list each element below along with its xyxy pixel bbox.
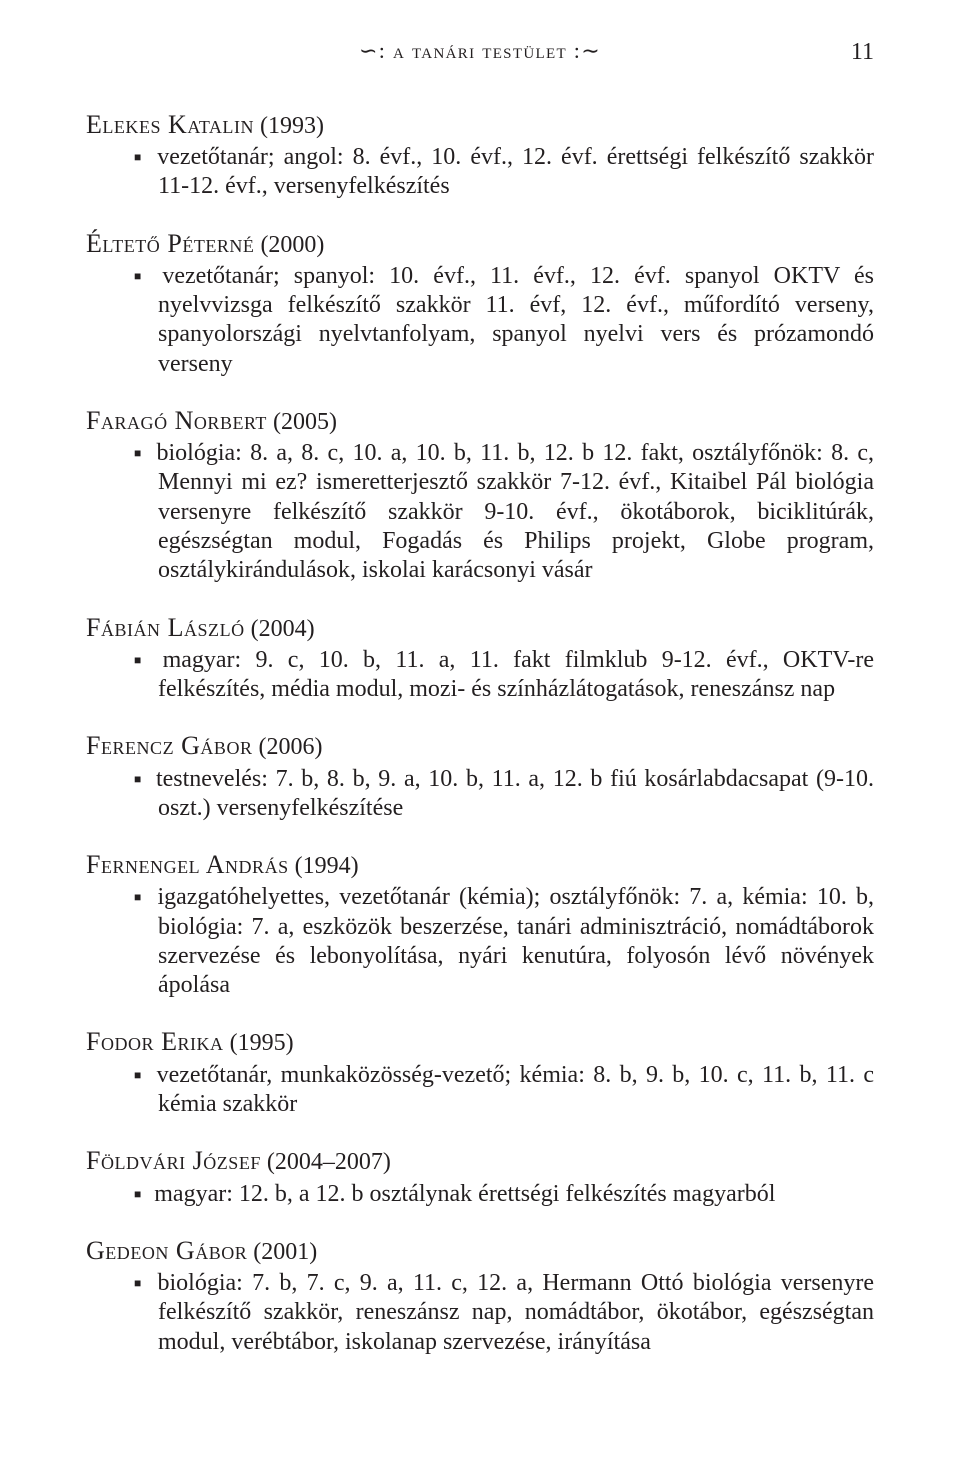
entry-name: Faragó Norbert	[86, 406, 267, 435]
entries-container: Elekes Katalin (1993)vezetőtanár; angol:…	[86, 109, 874, 1357]
entry-name: Elekes Katalin	[86, 110, 254, 139]
entry-heading: Fábián László (2004)	[86, 612, 874, 644]
entry-name: Éltető Péterné	[86, 229, 254, 258]
entry-items: vezetőtanár, munkaközösség-vezető; kémia…	[86, 1061, 874, 1120]
entry-heading: Éltető Péterné (2000)	[86, 228, 874, 260]
entry-year: (2000)	[260, 232, 324, 258]
entry: Éltető Péterné (2000)vezetőtanár; spanyo…	[86, 228, 874, 379]
entry-year: (2005)	[273, 409, 337, 435]
entry-items: magyar: 12. b, a 12. b osztálynak éretts…	[86, 1180, 874, 1209]
entry: Elekes Katalin (1993)vezetőtanár; angol:…	[86, 109, 874, 202]
page: ∽: a tanári testület :∼ 11 Elekes Katali…	[0, 0, 960, 1466]
entry: Faragó Norbert (2005)biológia: 8. a, 8. …	[86, 405, 874, 586]
entry-year: (1994)	[295, 853, 359, 879]
entry-year: (2001)	[253, 1239, 317, 1265]
entry-heading: Faragó Norbert (2005)	[86, 405, 874, 437]
entry-item: magyar: 9. c, 10. b, 11. a, 11. fakt fil…	[158, 646, 874, 705]
entry-item: vezetőtanár; angol: 8. évf., 10. évf., 1…	[158, 143, 874, 202]
entry-item: biológia: 8. a, 8. c, 10. a, 10. b, 11. …	[158, 439, 874, 585]
entry: Fernengel András (1994)igazgatóhelyettes…	[86, 849, 874, 1000]
entry-item: testnevelés: 7. b, 8. b, 9. a, 10. b, 11…	[158, 765, 874, 824]
entry-name: Fodor Erika	[86, 1027, 224, 1056]
entry-items: biológia: 7. b, 7. c, 9. a, 11. c, 12. a…	[86, 1269, 874, 1357]
entry-year: (1995)	[230, 1030, 294, 1056]
entry: Földvári József (2004–2007) magyar: 12. b…	[86, 1145, 874, 1209]
entry-name: Gedeon Gábor	[86, 1236, 247, 1265]
entry-year: (1993)	[260, 113, 324, 139]
entry-items: vezetőtanár; angol: 8. évf., 10. évf., 1…	[86, 143, 874, 202]
entry-item: vezetőtanár, munkaközösség-vezető; kémia…	[158, 1061, 874, 1120]
entry-year: (2004)	[251, 616, 315, 642]
entry-name: Földvári József	[86, 1146, 261, 1175]
entry: Fábián László (2004)magyar: 9. c, 10. b,…	[86, 612, 874, 705]
running-head-title: a tanári testület	[393, 38, 567, 63]
entry-items: magyar: 9. c, 10. b, 11. a, 11. fakt fil…	[86, 646, 874, 705]
entry-item: biológia: 7. b, 7. c, 9. a, 11. c, 12. a…	[158, 1269, 874, 1357]
entry-items: igazgatóhelyettes, vezetőtanár (kémia); …	[86, 883, 874, 1000]
entry-heading: Fernengel András (1994)	[86, 849, 874, 881]
entry-name: Fábián László	[86, 613, 245, 642]
running-head: ∽: a tanári testület :∼ 11	[86, 38, 874, 65]
page-number: 11	[851, 38, 874, 67]
entry-item: magyar: 12. b, a 12. b osztálynak éretts…	[158, 1180, 874, 1209]
running-head-deco-right: :∼	[574, 38, 601, 63]
entry-items: vezetőtanár; spanyol: 10. évf., 11. évf.…	[86, 262, 874, 379]
entry-heading: Elekes Katalin (1993)	[86, 109, 874, 141]
entry-item: vezetőtanár; spanyol: 10. évf., 11. évf.…	[158, 262, 874, 379]
entry-year: (2006)	[259, 734, 323, 760]
entry-items: biológia: 8. a, 8. c, 10. a, 10. b, 11. …	[86, 439, 874, 585]
entry-year: (2004–2007)	[267, 1149, 391, 1175]
entry: Gedeon Gábor (2001)biológia: 7. b, 7. c,…	[86, 1235, 874, 1357]
entry-items: testnevelés: 7. b, 8. b, 9. a, 10. b, 11…	[86, 765, 874, 824]
entry-name: Fernengel András	[86, 850, 289, 879]
entry-item: igazgatóhelyettes, vezetőtanár (kémia); …	[158, 883, 874, 1000]
entry-heading: Gedeon Gábor (2001)	[86, 1235, 874, 1267]
entry-heading: Ferencz Gábor (2006)	[86, 730, 874, 762]
entry-name: Ferencz Gábor	[86, 731, 253, 760]
entry: Ferencz Gábor (2006)testnevelés: 7. b, 8…	[86, 730, 874, 823]
entry-heading: Földvári József (2004–2007)	[86, 1145, 874, 1177]
entry-heading: Fodor Erika (1995)	[86, 1026, 874, 1058]
running-head-deco-left: ∽:	[359, 38, 386, 63]
entry: Fodor Erika (1995)vezetőtanár, munkaközö…	[86, 1026, 874, 1119]
